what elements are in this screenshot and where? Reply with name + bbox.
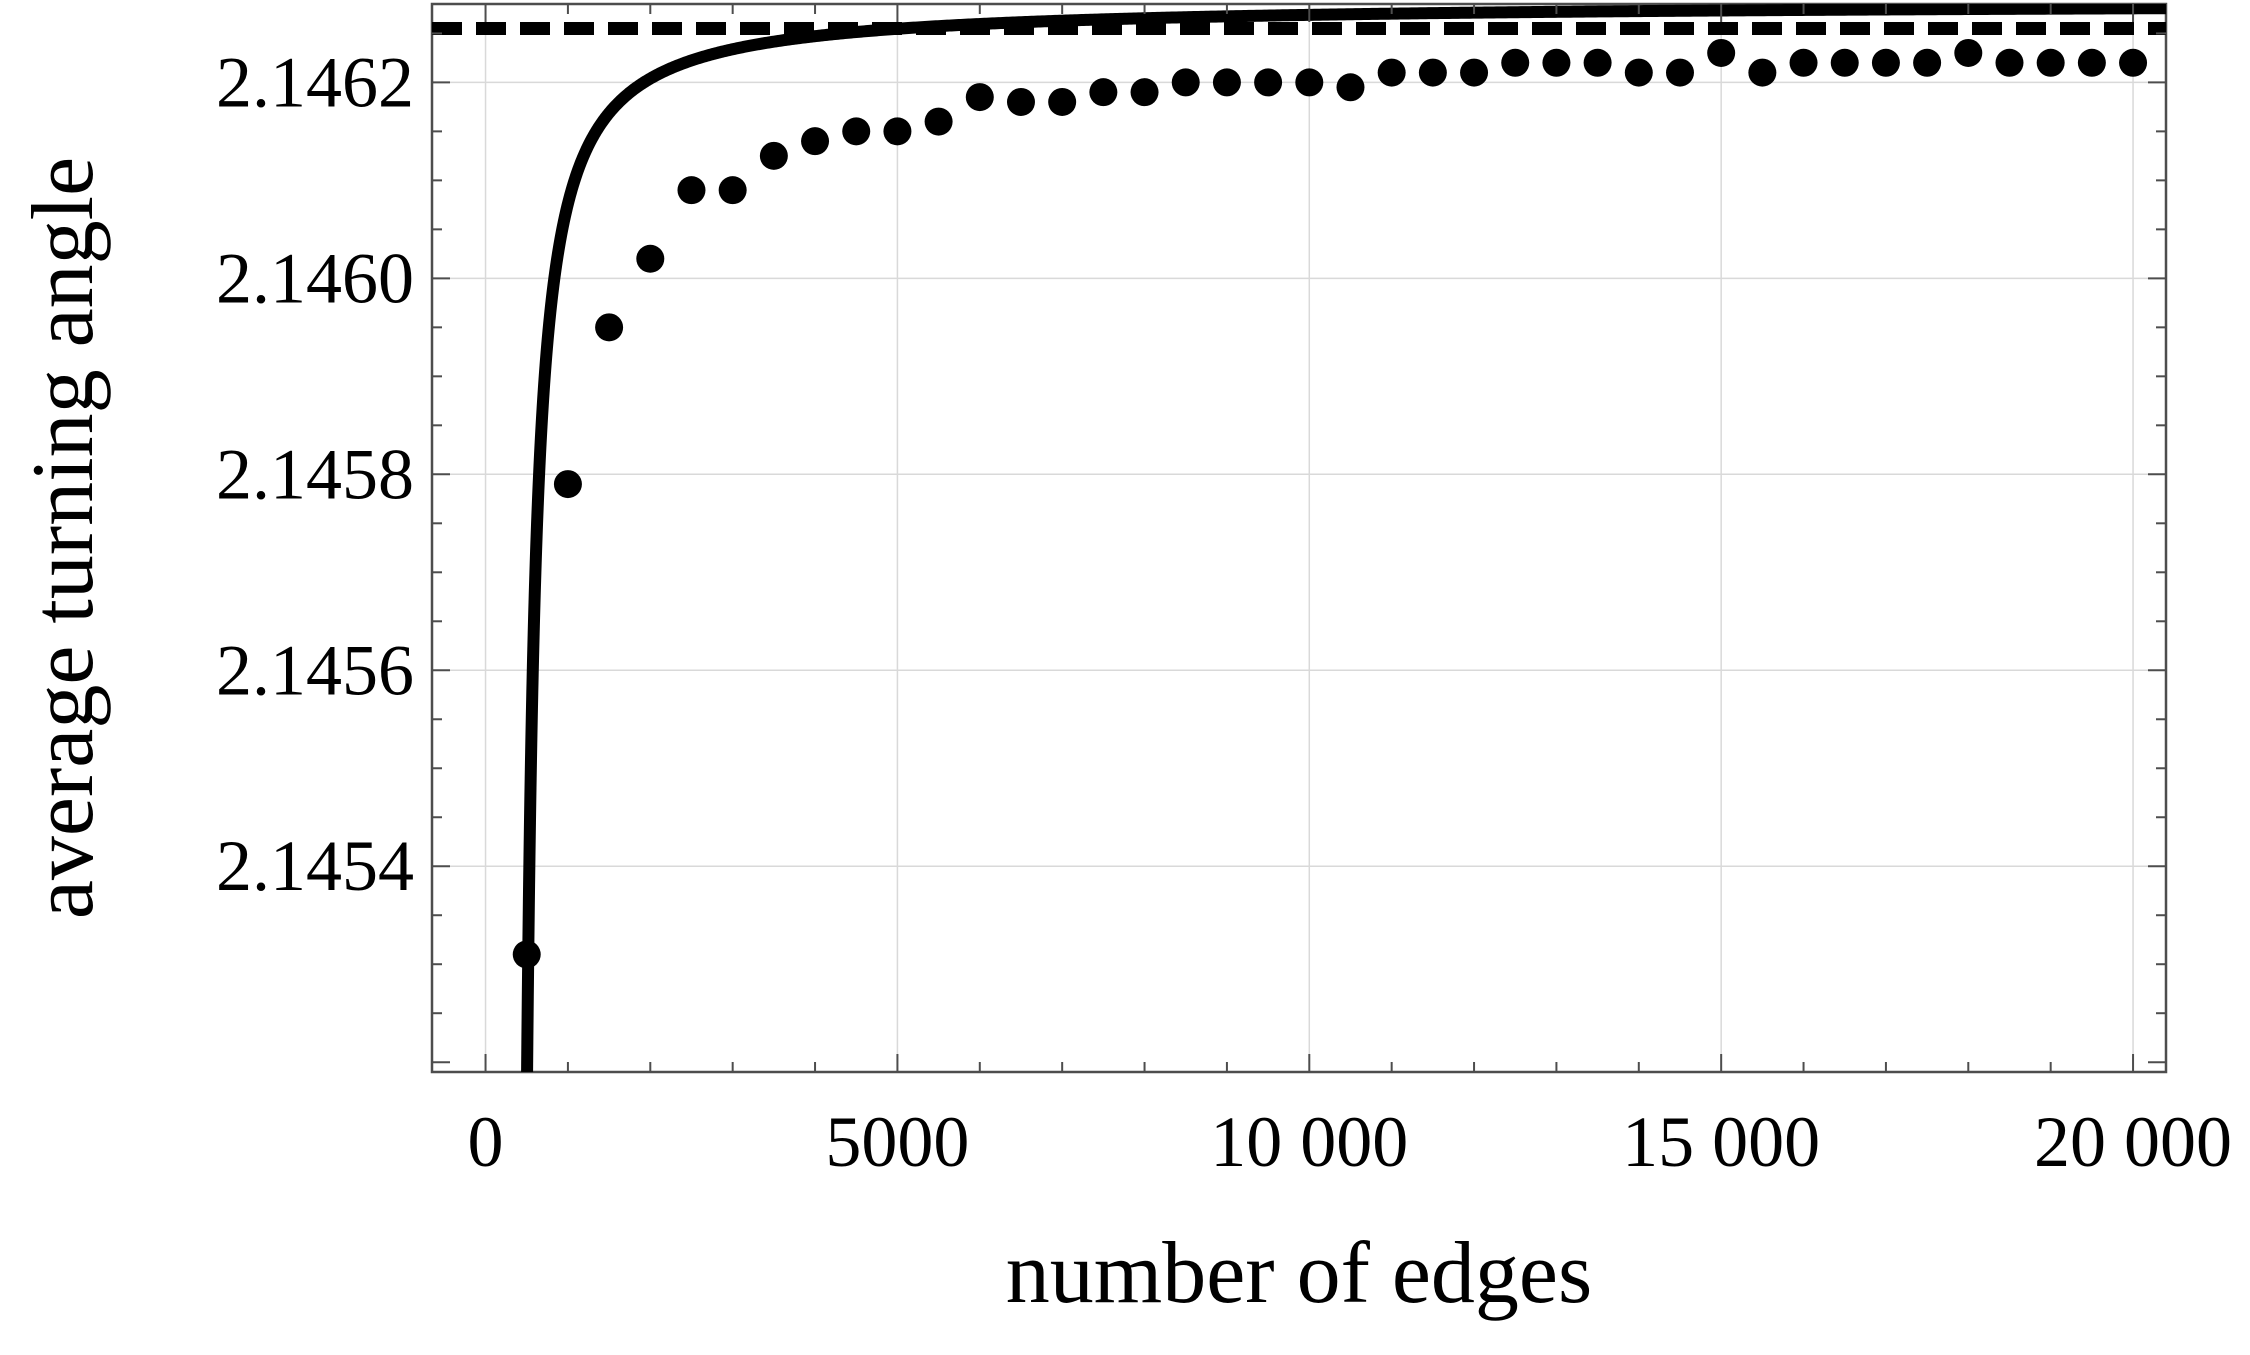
x-tick-label-1: 5000 [825, 1102, 969, 1182]
data-point-26 [1583, 48, 1612, 77]
data-point-29 [1707, 38, 1736, 67]
plot-content [432, 4, 2166, 1072]
data-point-37 [2036, 48, 2065, 77]
data-point-12 [1006, 87, 1035, 116]
data-point-36 [1995, 48, 2024, 77]
grid [432, 4, 2166, 1072]
y-tick-label-0: 2.1454 [216, 826, 414, 906]
plot-frame [430, 2, 2168, 1074]
data-point-34 [1913, 48, 1942, 77]
data-point-35 [1954, 38, 1983, 67]
data-point-4 [677, 176, 706, 205]
data-point-39 [2119, 48, 2148, 77]
data-point-18 [1254, 68, 1283, 97]
data-point-22 [1418, 58, 1447, 87]
data-point-11 [965, 83, 994, 112]
data-point-2 [595, 313, 624, 342]
y-tick-label-1: 2.1456 [216, 630, 414, 710]
y-tick-label-4: 2.1462 [216, 42, 414, 122]
plot-frame-rect [430, 2, 2168, 1074]
y-axis-title: average turning angle [15, 157, 112, 919]
data-point-19 [1295, 68, 1324, 97]
data-point-33 [1871, 48, 1900, 77]
data-point-25 [1542, 48, 1571, 77]
data-point-14 [1089, 78, 1118, 107]
data-point-1 [553, 470, 582, 499]
data-point-8 [842, 117, 871, 146]
data-point-28 [1665, 58, 1694, 87]
data-point-7 [801, 127, 830, 156]
y-tick-label-2: 2.1458 [216, 434, 414, 514]
tick-labels: 0 5000 10 000 15 000 20 000 2.1454 2.1456 2.145… [216, 42, 2232, 1182]
data-point-24 [1501, 48, 1530, 77]
y-tick-label-3: 2.1460 [216, 238, 414, 318]
x-tick-label-2: 10 000 [1210, 1102, 1408, 1182]
x-axis-title: number of edges [1006, 1225, 1592, 1322]
data-point-38 [2077, 48, 2106, 77]
x-tick-label-0: 0 [468, 1102, 504, 1182]
data-point-0 [512, 940, 541, 969]
x-tick-label-3: 15 000 [1622, 1102, 1820, 1182]
fit-curve [521, 4, 2166, 1072]
data-point-15 [1130, 78, 1159, 107]
data-point-10 [924, 107, 953, 136]
data-point-5 [718, 176, 747, 205]
x-tick-label-4: 20 000 [2034, 1102, 2232, 1182]
data-point-32 [1830, 48, 1859, 77]
data-point-6 [759, 141, 788, 170]
data-point-3 [636, 244, 665, 273]
data-point-21 [1377, 58, 1406, 87]
data-point-30 [1748, 58, 1777, 87]
data-point-27 [1624, 58, 1653, 87]
data-point-20 [1336, 73, 1365, 102]
data-point-17 [1212, 68, 1241, 97]
axis-ticks [432, 4, 2166, 1072]
data-point-13 [1048, 87, 1077, 116]
data-point-31 [1789, 48, 1818, 77]
data-point-9 [883, 117, 912, 146]
data-point-23 [1460, 58, 1489, 87]
data-point-16 [1171, 68, 1200, 97]
